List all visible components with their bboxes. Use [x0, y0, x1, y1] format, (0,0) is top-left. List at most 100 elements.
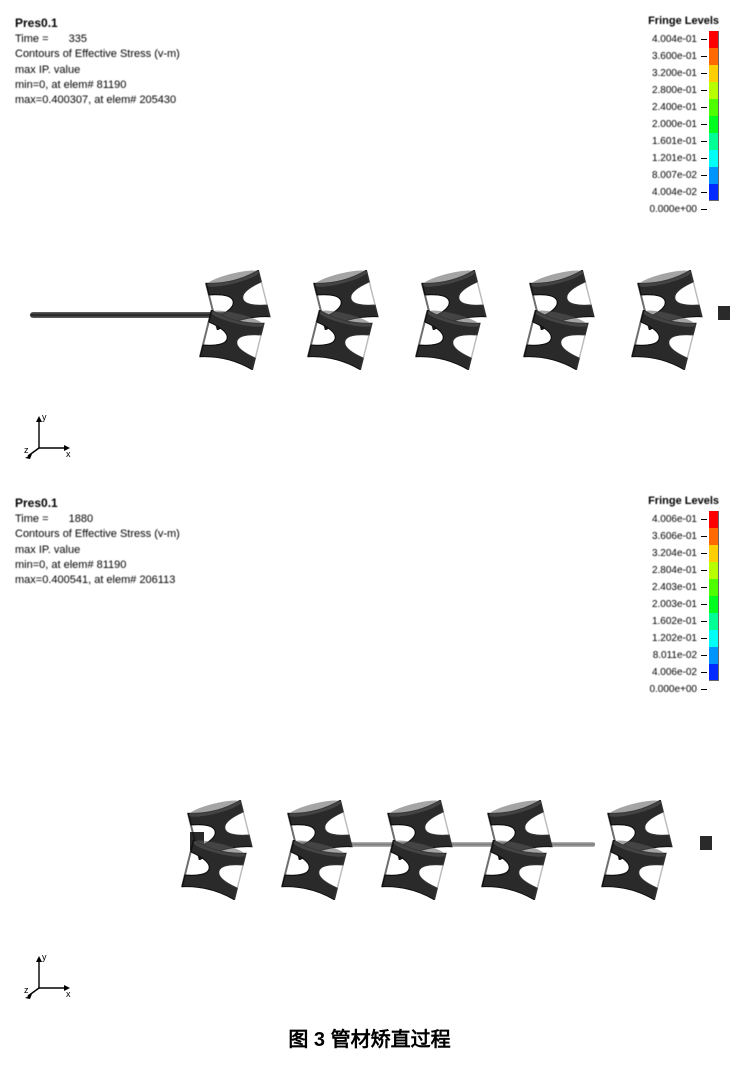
legend-value: 3.606e-01	[652, 531, 697, 542]
svg-text:y: y	[42, 412, 47, 422]
legend-tick	[701, 90, 707, 91]
legend-swatch	[709, 167, 719, 184]
legend-value: 8.011e-02	[653, 650, 697, 661]
legend-tick	[701, 604, 707, 605]
legend-swatch	[709, 613, 719, 630]
legend-tick	[701, 536, 707, 537]
legend-row: 1.602e-01	[648, 613, 719, 630]
legend-value: 1.602e-01	[652, 616, 697, 627]
legend-value: 4.004e-02	[652, 187, 697, 198]
legend-swatch	[709, 579, 719, 596]
legend-value: 2.003e-01	[652, 599, 697, 610]
roller-bottom	[629, 310, 699, 370]
axis-triad-1: y x z	[24, 410, 74, 460]
fringe-legend-2: Fringe Levels 4.006e-01 3.606e-01 3.204e…	[648, 495, 719, 698]
legend-value: 1.201e-01	[652, 153, 697, 164]
legend-row: 4.004e-02	[648, 184, 719, 201]
legend-swatch	[709, 545, 719, 562]
legend-row: 4.004e-01	[648, 31, 719, 48]
legend-value: 1.601e-01	[652, 136, 697, 147]
legend-title: Fringe Levels	[648, 15, 719, 27]
legend-row: 2.003e-01	[648, 596, 719, 613]
axis-triad-2: y x z	[24, 950, 74, 1000]
legend-row: 1.601e-01	[648, 133, 719, 150]
legend-tick	[701, 570, 707, 571]
legend-row: 0.000e+00	[648, 201, 719, 218]
legend-swatch	[709, 647, 719, 664]
legend-value: 4.004e-01	[652, 34, 697, 45]
legend-swatch	[709, 528, 719, 545]
legend-tick	[701, 621, 707, 622]
simulation-panel-2: Pres0.1 Time = 1880 Contours of Effectiv…	[0, 480, 739, 1000]
legend-row: 3.600e-01	[648, 48, 719, 65]
roller-bottom	[413, 310, 483, 370]
legend-tick	[701, 175, 707, 176]
roller-bottom	[179, 840, 249, 900]
legend-swatch	[709, 133, 719, 150]
header-subtitle: Contours of Effective Stress (v-m)	[15, 527, 180, 542]
fringe-legend-1: Fringe Levels 4.004e-01 3.600e-01 3.200e…	[648, 15, 719, 218]
legend-swatch	[709, 99, 719, 116]
header-line4: max IP. value	[15, 63, 180, 78]
legend-row: 3.606e-01	[648, 528, 719, 545]
legend-value: 0.000e+00	[649, 204, 697, 215]
legend-row: 1.202e-01	[648, 630, 719, 647]
legend-row: 2.804e-01	[648, 562, 719, 579]
svg-text:y: y	[42, 952, 47, 962]
roller-bottom	[197, 310, 267, 370]
legend-value: 4.006e-02	[652, 667, 697, 678]
legend-value: 1.202e-01	[652, 633, 697, 644]
legend-row: 3.204e-01	[648, 545, 719, 562]
figure-caption: 图 3 管材矫直过程	[0, 1023, 739, 1052]
legend-value: 3.200e-01	[652, 68, 697, 79]
header-line5: min=0, at elem# 81190	[15, 78, 180, 93]
legend-row: 3.200e-01	[648, 65, 719, 82]
header-line4: max IP. value	[15, 543, 180, 558]
legend-swatch	[709, 48, 719, 65]
legend-row: 4.006e-01	[648, 511, 719, 528]
header-line6: max=0.400307, at elem# 205430	[15, 93, 180, 108]
roller-bottom	[479, 840, 549, 900]
legend-tick	[701, 689, 707, 690]
roller-bottom	[305, 310, 375, 370]
legend-row: 8.007e-02	[648, 167, 719, 184]
svg-text:x: x	[66, 449, 71, 459]
simulation-panel-1: Pres0.1 Time = 335 Contours of Effective…	[0, 0, 739, 450]
legend-tick	[701, 73, 707, 74]
legend-row: 4.006e-02	[648, 664, 719, 681]
legend-value: 3.600e-01	[652, 51, 697, 62]
legend-tick	[701, 192, 707, 193]
legend-tick	[701, 638, 707, 639]
roller-bottom	[521, 310, 591, 370]
header-time: Time = 335	[15, 32, 180, 47]
legend-swatch	[709, 82, 719, 99]
legend-row: 1.201e-01	[648, 150, 719, 167]
legend-value: 2.400e-01	[652, 102, 697, 113]
svg-text:x: x	[66, 989, 71, 999]
header-subtitle: Contours of Effective Stress (v-m)	[15, 47, 180, 62]
header-title: Pres0.1	[15, 15, 180, 32]
header-info-2: Pres0.1 Time = 1880 Contours of Effectiv…	[15, 495, 180, 589]
legend-tick	[701, 124, 707, 125]
legend-row: 2.400e-01	[648, 99, 719, 116]
legend-swatch	[709, 150, 719, 167]
legend-tick	[701, 553, 707, 554]
legend-row: 2.000e-01	[648, 116, 719, 133]
legend-value: 2.000e-01	[652, 119, 697, 130]
legend-value: 8.007e-02	[652, 170, 697, 181]
end-block	[718, 306, 730, 320]
legend-row: 2.403e-01	[648, 579, 719, 596]
legend-tick	[701, 141, 707, 142]
legend-swatch	[709, 65, 719, 82]
header-line6: max=0.400541, at elem# 206113	[15, 573, 180, 588]
legend-tick	[701, 672, 707, 673]
legend-value: 4.006e-01	[652, 514, 697, 525]
legend-swatch	[709, 511, 719, 528]
legend-value: 0.000e+00	[649, 684, 697, 695]
legend-title: Fringe Levels	[648, 495, 719, 507]
header-line5: min=0, at elem# 81190	[15, 558, 180, 573]
legend-tick	[701, 107, 707, 108]
svg-text:z: z	[24, 445, 29, 455]
header-title: Pres0.1	[15, 495, 180, 512]
legend-tick	[701, 56, 707, 57]
